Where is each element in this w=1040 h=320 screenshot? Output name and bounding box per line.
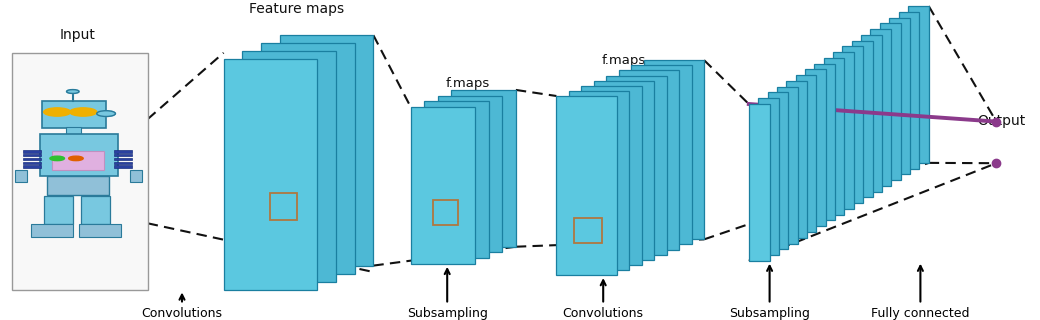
Bar — [581, 86, 642, 265]
Bar — [114, 165, 132, 168]
Bar — [79, 224, 121, 237]
Bar — [130, 170, 142, 182]
Circle shape — [70, 108, 97, 116]
Bar — [261, 43, 355, 274]
Bar — [870, 29, 891, 186]
Bar — [556, 96, 617, 275]
Bar — [796, 75, 816, 232]
Bar — [749, 104, 770, 261]
Bar — [270, 193, 296, 220]
Bar — [814, 64, 835, 220]
Text: Input: Input — [60, 28, 96, 42]
Bar — [44, 196, 73, 224]
Bar — [594, 81, 654, 260]
Bar — [280, 35, 373, 266]
Text: Output: Output — [978, 114, 1025, 128]
Bar — [23, 154, 41, 156]
Circle shape — [67, 90, 79, 93]
Text: f.maps: f.maps — [446, 76, 490, 90]
Circle shape — [69, 156, 83, 161]
Bar — [114, 150, 132, 153]
Bar — [619, 70, 679, 250]
Text: Convolutions: Convolutions — [563, 280, 644, 320]
Text: Subsampling: Subsampling — [729, 266, 810, 320]
Bar — [899, 12, 919, 169]
Bar — [12, 53, 148, 290]
Text: Feature maps: Feature maps — [249, 2, 344, 16]
Bar — [805, 69, 826, 226]
Bar — [434, 200, 458, 225]
Bar — [606, 76, 667, 255]
Circle shape — [97, 111, 115, 116]
Bar — [242, 51, 336, 282]
Circle shape — [50, 156, 64, 161]
Bar — [574, 218, 601, 243]
Bar — [424, 101, 489, 258]
Bar — [852, 41, 873, 197]
Bar — [569, 91, 629, 270]
Bar — [42, 101, 106, 128]
Bar — [908, 6, 929, 163]
Bar — [52, 151, 104, 170]
Bar — [114, 158, 132, 160]
Text: Subsampling: Subsampling — [407, 269, 488, 320]
Bar — [880, 23, 901, 180]
Text: Fully connected: Fully connected — [872, 266, 969, 320]
Circle shape — [44, 108, 71, 116]
Bar — [644, 60, 704, 239]
Bar — [224, 59, 317, 290]
Bar — [23, 165, 41, 168]
Bar — [47, 176, 109, 195]
Text: f.maps: f.maps — [602, 54, 646, 67]
Bar — [833, 52, 854, 209]
Bar — [438, 96, 502, 252]
Bar — [889, 18, 910, 174]
Bar — [768, 92, 788, 249]
Bar — [631, 65, 692, 244]
Bar — [824, 58, 844, 215]
Bar — [66, 127, 81, 134]
Bar — [758, 98, 779, 255]
Bar — [777, 87, 798, 244]
Bar — [786, 81, 807, 238]
Bar — [81, 196, 110, 224]
Bar — [411, 107, 475, 264]
Bar — [31, 224, 73, 237]
Bar — [23, 150, 41, 153]
Bar — [451, 90, 516, 247]
Bar — [23, 158, 41, 160]
Bar — [114, 154, 132, 156]
Bar — [40, 134, 118, 176]
Bar — [23, 162, 41, 164]
Bar — [861, 35, 882, 192]
Bar — [15, 170, 27, 182]
Bar — [842, 46, 863, 203]
Bar — [114, 162, 132, 164]
Text: Convolutions: Convolutions — [141, 295, 223, 320]
